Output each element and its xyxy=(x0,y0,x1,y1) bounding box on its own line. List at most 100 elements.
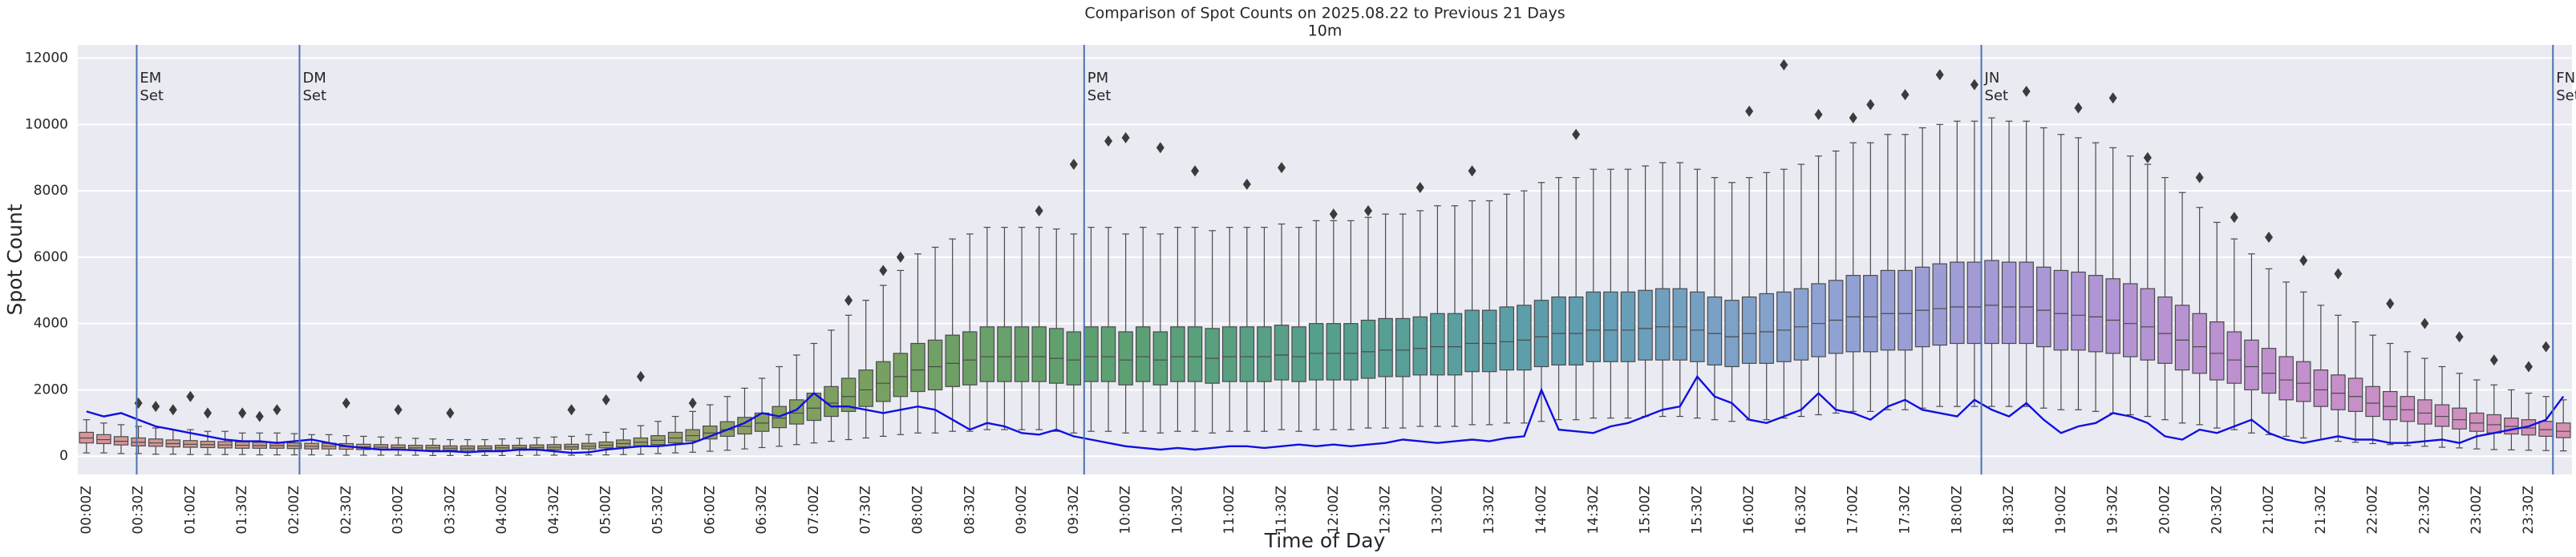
outlier xyxy=(1849,112,1857,124)
x-tick-label: 15:30Z xyxy=(1689,486,1705,535)
outlier xyxy=(636,370,645,382)
box xyxy=(1966,261,1983,345)
outlier xyxy=(1901,89,1910,101)
outlier xyxy=(203,407,212,419)
box xyxy=(1447,313,1463,376)
x-tick-label: 13:30Z xyxy=(1481,486,1497,535)
x-tick-label: 17:30Z xyxy=(1898,486,1914,535)
x-tick-label: 02:30Z xyxy=(338,486,354,535)
box xyxy=(2036,266,2051,348)
box xyxy=(1620,291,1636,362)
outlier xyxy=(1104,135,1113,147)
annotation-label: DM xyxy=(302,70,326,87)
box xyxy=(2226,331,2242,384)
box xyxy=(2469,412,2485,432)
box xyxy=(1239,326,1255,382)
x-tick-label: 10:00Z xyxy=(1118,486,1134,535)
x-tick-label: 23:00Z xyxy=(2469,486,2485,535)
x-tick-label: 14:00Z xyxy=(1533,486,1549,535)
box xyxy=(1118,331,1133,385)
box xyxy=(1638,289,1653,361)
x-tick-label: 05:30Z xyxy=(650,486,666,535)
outlier xyxy=(2386,297,2395,309)
box xyxy=(2244,339,2259,391)
x-tick-label: 05:00Z xyxy=(598,486,614,535)
box xyxy=(1655,288,1671,361)
box xyxy=(2382,390,2398,421)
outlier xyxy=(1035,204,1043,216)
outlier xyxy=(2195,172,2204,184)
x-tick-label: 09:30Z xyxy=(1066,486,1082,535)
box xyxy=(2331,374,2346,410)
x-tick-label: 19:00Z xyxy=(2053,486,2069,535)
y-tick-label: 2000 xyxy=(34,381,68,398)
outlier xyxy=(1935,69,1944,81)
box xyxy=(2365,385,2380,418)
outlier xyxy=(844,294,853,306)
outlier xyxy=(879,264,888,276)
x-tick-label: 17:00Z xyxy=(1845,486,1861,535)
box xyxy=(1170,326,1185,382)
box xyxy=(1221,326,1237,382)
box xyxy=(1308,323,1324,381)
box xyxy=(2555,422,2571,438)
box xyxy=(1984,260,1999,345)
box xyxy=(1950,261,1965,345)
outlier xyxy=(1121,131,1130,143)
box xyxy=(2192,313,2207,374)
x-tick-label: 08:30Z xyxy=(962,486,978,535)
box xyxy=(2486,414,2502,434)
outlier xyxy=(2074,102,2083,114)
outlier xyxy=(1363,204,1372,216)
box xyxy=(2452,407,2467,430)
box xyxy=(997,326,1012,382)
box xyxy=(1481,309,1497,373)
x-tick-label: 15:00Z xyxy=(1638,486,1654,535)
box xyxy=(2313,369,2329,407)
outlier xyxy=(688,398,697,410)
box xyxy=(96,434,111,445)
box xyxy=(1568,296,1584,366)
box xyxy=(2123,283,2138,357)
outlier xyxy=(273,404,281,416)
x-tick-label: 18:00Z xyxy=(1949,486,1965,535)
y-tick-label: 6000 xyxy=(34,249,68,265)
box xyxy=(2001,261,2017,345)
annotation-label: Set xyxy=(1088,87,1112,104)
box xyxy=(945,334,960,387)
outlier xyxy=(567,404,576,416)
box xyxy=(2071,271,2086,351)
box xyxy=(2400,396,2416,422)
box xyxy=(1378,317,1393,377)
outlier xyxy=(2542,341,2550,353)
x-tick-label: 19:30Z xyxy=(2105,486,2121,535)
box xyxy=(1499,306,1515,371)
annotation-label: EM xyxy=(140,70,161,87)
outlier xyxy=(1191,165,1200,177)
box xyxy=(1724,300,1740,368)
box xyxy=(2105,278,2120,354)
outlier xyxy=(1278,162,1286,174)
x-tick-label: 14:30Z xyxy=(1586,486,1602,535)
outlier xyxy=(2108,92,2117,104)
outlier xyxy=(2265,232,2274,244)
box xyxy=(1707,296,1723,366)
y-tick-label: 0 xyxy=(59,448,68,464)
x-tick-label: 20:00Z xyxy=(2157,486,2173,535)
box xyxy=(1533,300,1549,368)
x-tick-label: 07:30Z xyxy=(858,486,874,535)
outlier xyxy=(342,398,350,410)
x-tick-label: 07:00Z xyxy=(806,486,822,535)
y-tick-label: 4000 xyxy=(34,316,68,332)
x-tick-label: 11:00Z xyxy=(1221,486,1237,535)
outlier xyxy=(1814,108,1823,120)
box xyxy=(1360,319,1376,379)
box xyxy=(1845,275,1861,353)
outlier xyxy=(1416,181,1424,193)
box xyxy=(2538,421,2554,438)
x-tick-label: 21:00Z xyxy=(2261,486,2277,535)
box xyxy=(1205,328,1220,384)
outlier xyxy=(255,410,264,422)
